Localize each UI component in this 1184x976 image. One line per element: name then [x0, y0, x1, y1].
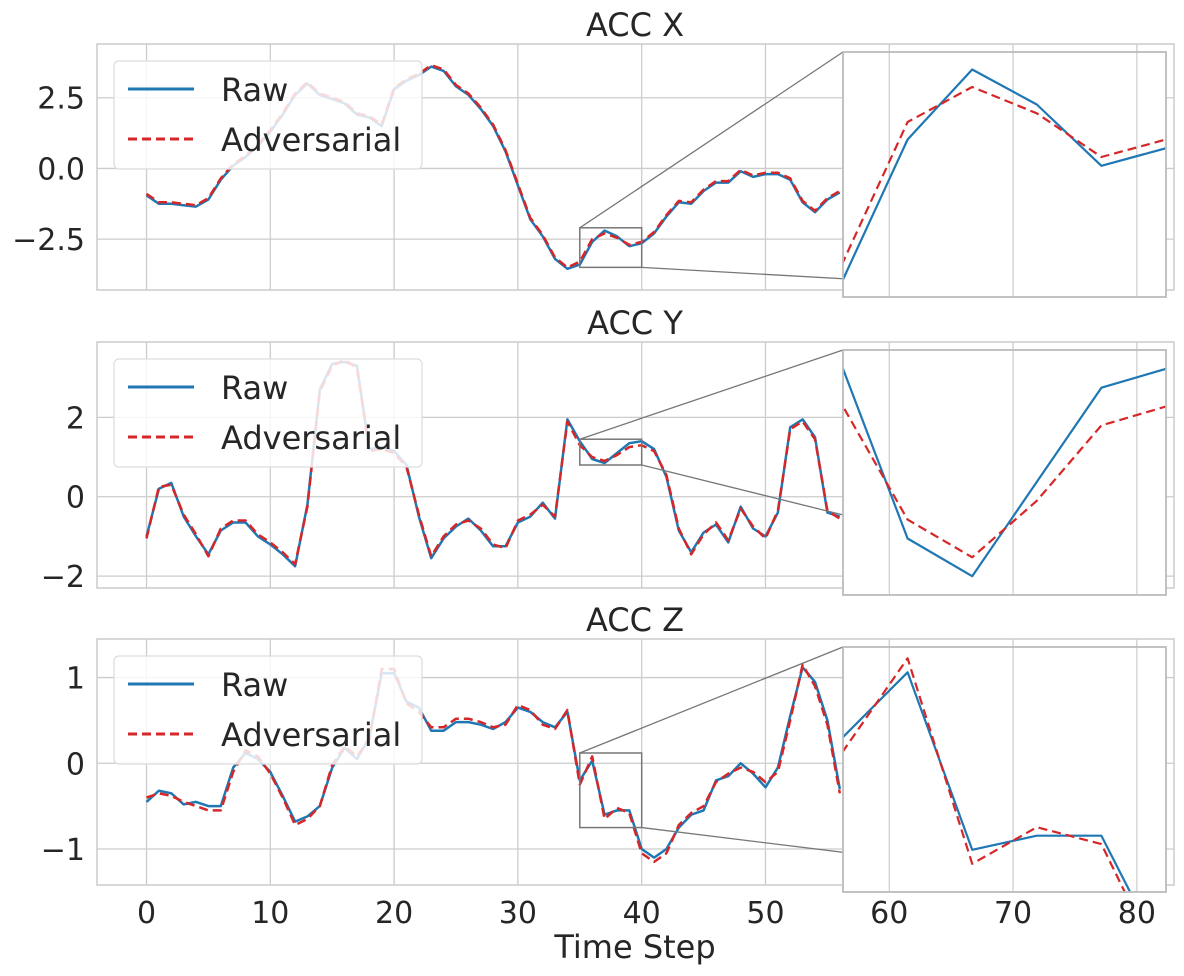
inset-grid	[888, 350, 1138, 595]
inset-line-adversarial	[843, 85, 1166, 264]
inset-background	[843, 350, 1166, 595]
y-tick-label: 0.0	[37, 152, 85, 187]
inset-line-raw	[843, 671, 1132, 892]
inset-background	[843, 52, 1166, 297]
inset-line-adversarial	[843, 402, 1166, 559]
inset-frame	[842, 349, 1167, 596]
panel-title: ACC Y	[587, 304, 683, 342]
y-tick-label: 0	[66, 481, 85, 516]
legend-raw-label: Raw	[221, 666, 288, 704]
series-line-adversarial	[146, 663, 842, 864]
x-tick-label: 0	[137, 896, 156, 931]
panel-acc-x: 2.5 0.0 −2.5 ACC X Raw Adversarial	[12, 6, 1175, 298]
y-tick-label: −1	[41, 833, 85, 868]
legend: Raw Adversarial	[113, 655, 423, 765]
y-tick-label: 1	[66, 662, 85, 697]
inset-frame	[842, 51, 1167, 298]
x-tick-label: 70	[994, 896, 1032, 931]
x-tick-label: 30	[499, 896, 537, 931]
y-tick-labels: 2.5 0.0 −2.5	[12, 82, 85, 258]
inset-line-raw	[843, 68, 1166, 281]
axes-frame	[96, 43, 1175, 291]
zoom-connector-top	[579, 349, 844, 440]
y-tick-label: 2.5	[37, 82, 85, 117]
zoom-box	[579, 752, 643, 829]
inset-series	[843, 68, 1166, 281]
series-lines	[145, 358, 841, 568]
panel-acc-y: 2 0 −2 ACC Y Raw Adversarial	[41, 304, 1175, 596]
inset-series	[843, 365, 1166, 578]
inset-series	[843, 657, 1132, 892]
x-tick-label: 40	[623, 896, 661, 931]
y-tick-label: −2.5	[12, 223, 85, 258]
zoom-inset	[842, 51, 1167, 298]
legend-adversarial-label: Adversarial	[221, 121, 401, 159]
axes-frame	[96, 638, 1175, 886]
axes-frame	[96, 341, 1175, 589]
zoom-region	[579, 227, 643, 269]
inset-line-adversarial	[843, 657, 1126, 892]
panel-title: ACC Z	[586, 601, 684, 639]
y-tick-label: 2	[66, 401, 85, 436]
x-tick-label: 50	[746, 896, 784, 931]
legend: Raw Adversarial	[113, 60, 423, 170]
y-tick-label: −2	[41, 560, 85, 595]
series-line-adversarial	[145, 358, 841, 566]
x-axis-label: Time Step	[553, 928, 715, 966]
zoom-region	[579, 438, 643, 466]
inset-frame	[842, 646, 1167, 893]
zoom-connector-top	[579, 51, 844, 229]
legend: Raw Adversarial	[113, 358, 423, 468]
x-tick-label: 20	[375, 896, 413, 931]
x-tick-label: 10	[251, 896, 289, 931]
zoom-inset	[842, 646, 1167, 893]
zoom-inset	[842, 349, 1167, 596]
legend-adversarial-label: Adversarial	[221, 419, 401, 457]
y-tick-labels: 2 0 −2	[41, 401, 85, 595]
zoom-connector-top	[579, 646, 844, 754]
zoom-box	[579, 227, 643, 269]
x-tick-label: 60	[870, 896, 908, 931]
inset-background	[843, 647, 1166, 892]
x-tick-label: 80	[1118, 896, 1156, 931]
legend-raw-label: Raw	[221, 369, 288, 407]
panel-acc-z: 10−1 0 10 20 30 40 50 60 70 80 ACC Z Raw Adversa…	[41, 601, 1175, 931]
y-tick-labels: 1 0 −1	[41, 662, 85, 868]
zoom-region	[579, 752, 643, 829]
zoom-box	[579, 438, 643, 466]
x-tick-labels: 0 10 20 30 40 50 60 70 80	[137, 896, 1156, 931]
panel-title: ACC X	[586, 6, 684, 44]
y-tick-label: 0	[66, 747, 85, 782]
inset-grid	[888, 647, 1138, 892]
legend-adversarial-label: Adversarial	[221, 716, 401, 754]
legend-raw-label: Raw	[221, 71, 288, 109]
